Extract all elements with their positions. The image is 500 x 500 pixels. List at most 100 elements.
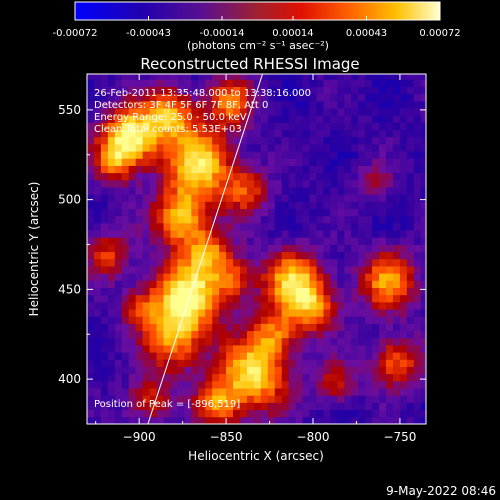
heatmap-cell [399, 251, 408, 260]
heatmap-cell [386, 79, 394, 87]
heatmap-cell [87, 337, 95, 346]
heatmap-cell [100, 366, 109, 375]
heatmap-cell [205, 244, 213, 253]
heatmap-cell [121, 323, 130, 332]
heatmap-cell [226, 337, 234, 346]
heatmap-cell [198, 409, 206, 418]
heatmap-cell [239, 158, 248, 166]
heatmap-cell [107, 287, 116, 296]
heatmap-cell [142, 251, 150, 260]
heatmap-cell [142, 323, 150, 332]
colorbar-tick-label: -0.00043 [126, 28, 171, 39]
heatmap-cell [87, 266, 95, 274]
heatmap-cell [163, 402, 171, 411]
heatmap-cell [170, 108, 178, 116]
heatmap-cell [281, 194, 290, 202]
timestamp: 9-May-2022 08:46 [386, 484, 496, 498]
heatmap-cell [316, 266, 324, 274]
x-tick-label: −850 [210, 430, 243, 444]
heatmap-cell [316, 416, 324, 424]
heatmap-cell [344, 165, 352, 174]
heatmap-cell [386, 380, 394, 389]
heatmap-cell [337, 359, 345, 367]
heatmap-cell [372, 359, 380, 367]
heatmap-cell [386, 144, 394, 152]
heatmap-cell [128, 208, 137, 217]
heatmap-cell [406, 201, 415, 210]
heatmap-cell [365, 266, 373, 274]
heatmap-cell [316, 215, 324, 224]
heatmap-cell [114, 172, 123, 181]
heatmap-cell [323, 402, 331, 411]
heatmap-cell [107, 122, 116, 131]
heatmap-cell [177, 409, 185, 418]
heatmap-cell [267, 244, 276, 253]
heatmap-cell [87, 151, 95, 159]
heatmap-cell [177, 187, 185, 195]
heatmap-cell [100, 409, 109, 418]
heatmap-cell [316, 402, 324, 411]
heatmap-cell [302, 380, 310, 389]
heatmap-cell [344, 345, 352, 353]
heatmap-cell [226, 409, 234, 418]
heatmap-cell [330, 208, 338, 217]
heatmap-cell [177, 86, 185, 95]
heatmap-cell [399, 301, 408, 310]
heatmap-cell [281, 108, 290, 116]
heatmap-cell [386, 187, 394, 195]
heatmap-cell [302, 388, 310, 396]
heatmap-cell [323, 409, 331, 418]
heatmap-cell [372, 251, 380, 260]
heatmap-cell [260, 108, 269, 116]
heatmap-cell [413, 244, 422, 253]
heatmap-cell [246, 79, 255, 87]
heatmap-cell [399, 194, 408, 202]
heatmap-cell [295, 373, 303, 382]
heatmap-cell [309, 129, 317, 138]
heatmap-cell [281, 100, 290, 109]
heatmap-cell [288, 79, 297, 87]
heatmap-cell [302, 416, 310, 424]
colorbar: -0.00072 -0.00043 -0.00014 0.00014 0.00043 0.… [53, 1, 461, 52]
heatmap-cell [177, 294, 185, 303]
heatmap-cell [212, 345, 220, 353]
heatmap-cell [142, 100, 150, 109]
heatmap-cell [309, 115, 317, 123]
heatmap-cell [87, 215, 95, 224]
heatmap-cell [205, 122, 213, 131]
heatmap-cell [302, 373, 310, 382]
heatmap-cell [233, 244, 241, 253]
heatmap-cell [281, 258, 290, 267]
heatmap-cell [274, 301, 283, 310]
heatmap-cell [184, 208, 192, 217]
heatmap-cell [386, 395, 394, 403]
heatmap-cell [399, 208, 408, 217]
heatmap-cell [372, 136, 380, 145]
heatmap-cell [93, 301, 102, 310]
heatmap-cell [309, 380, 317, 389]
heatmap-cell [379, 237, 387, 245]
heatmap-cell [309, 151, 317, 159]
heatmap-cell [274, 416, 283, 424]
heatmap-cell [344, 144, 352, 152]
heatmap-cell [142, 287, 150, 296]
heatmap-cell [170, 179, 178, 188]
heatmap-cell [107, 79, 116, 87]
heatmap-cell [121, 345, 130, 353]
heatmap-cell [233, 222, 241, 231]
heatmap-cell [205, 380, 213, 389]
heatmap-cell [399, 366, 408, 375]
heatmap-cell [170, 409, 178, 418]
heatmap-cell [274, 230, 283, 238]
heatmap-cell [309, 395, 317, 403]
heatmap-cell [406, 301, 415, 310]
heatmap-cell [142, 416, 150, 424]
heatmap-cell [163, 366, 171, 375]
heatmap-cell [379, 273, 387, 281]
heatmap-cell [413, 359, 422, 367]
heatmap-cell [177, 215, 185, 224]
heatmap-cell [170, 287, 178, 296]
heatmap-cell [392, 79, 401, 87]
heatmap-cell [260, 222, 269, 231]
heatmap-cell [170, 172, 178, 181]
